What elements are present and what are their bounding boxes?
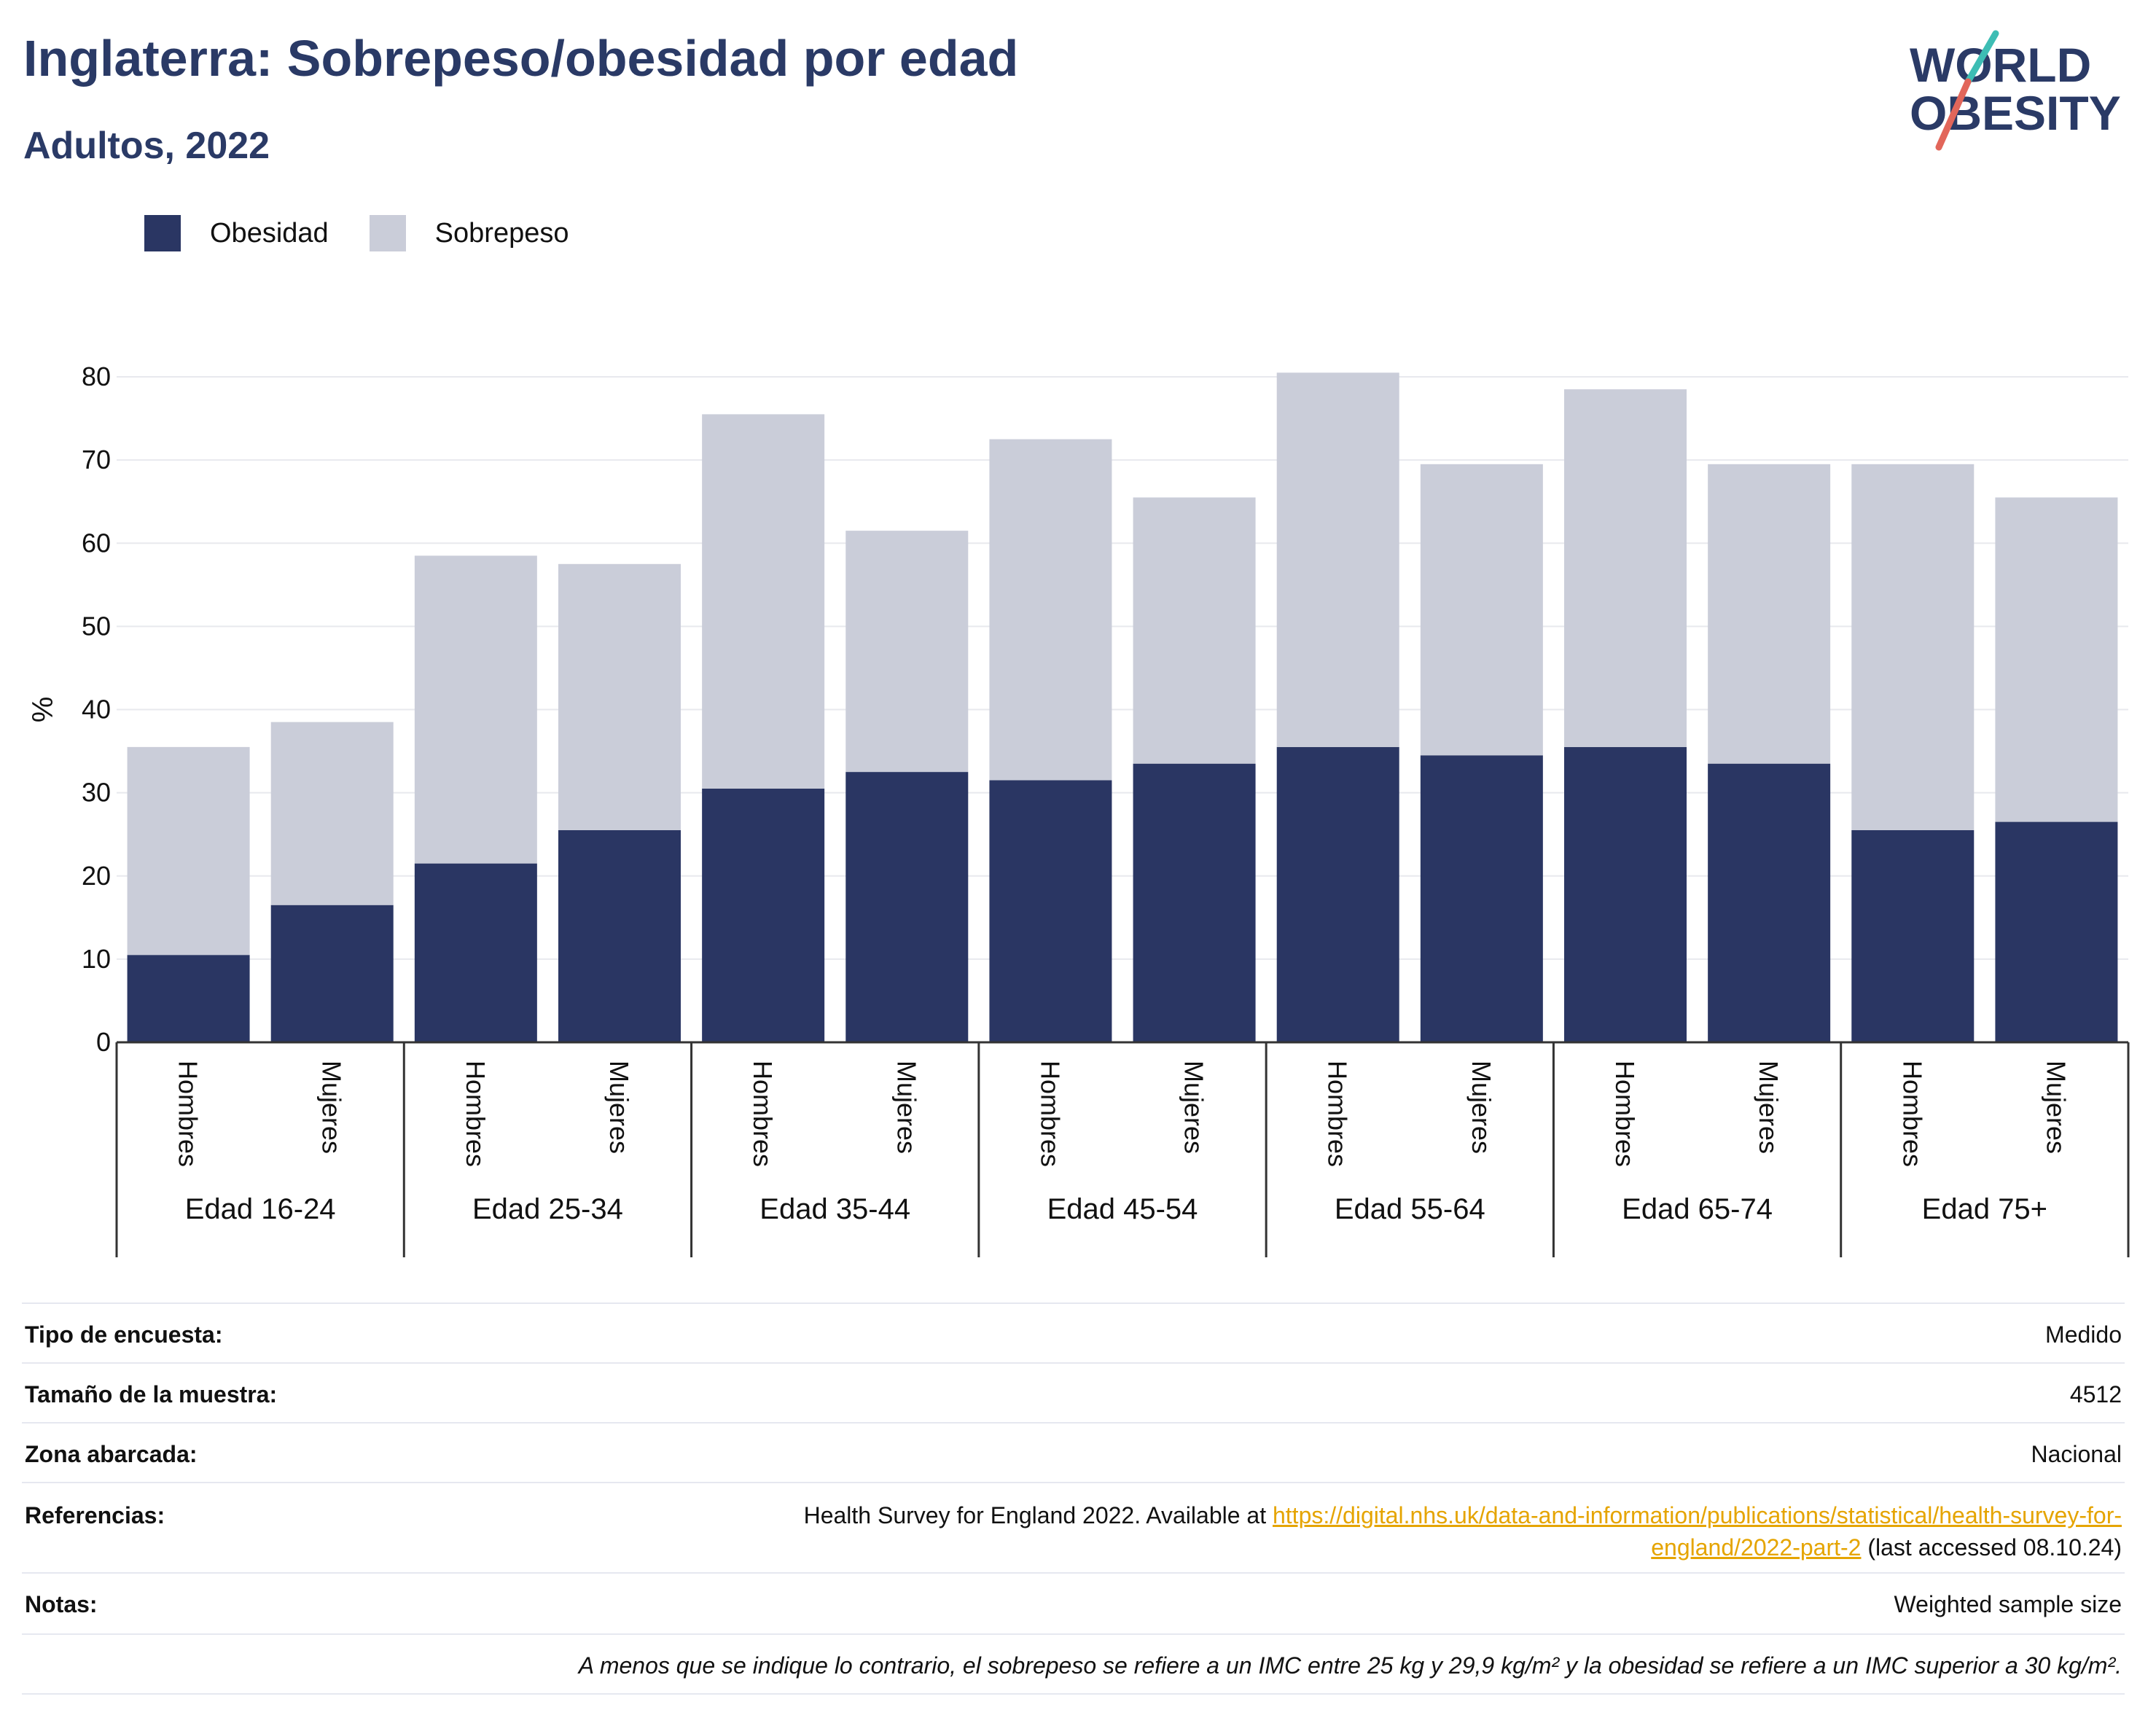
logo-slash-bottom <box>1935 78 1972 151</box>
bar-sobrepeso <box>558 563 681 830</box>
bar-obesidad <box>1276 746 1399 1042</box>
references-link-line1[interactable]: https://digital.nhs.uk/data-and-informat… <box>1272 1502 2122 1528</box>
x-category-label: Hombres <box>173 1061 203 1167</box>
x-category-label: Mujeres <box>1754 1061 1784 1154</box>
info-row-coverage: Zona abarcada: Nacional <box>22 1423 2125 1483</box>
bar-obesidad <box>845 772 969 1042</box>
x-category-label: Mujeres <box>1466 1061 1496 1154</box>
bar-obesidad <box>1851 829 1975 1042</box>
bar-sobrepeso <box>1133 497 1256 764</box>
bar-sobrepeso <box>270 722 394 905</box>
bar-sobrepeso <box>702 414 825 789</box>
y-tick-label: 20 <box>82 861 111 891</box>
references-label: Referencias: <box>25 1502 165 1528</box>
bar-obesidad <box>1708 763 1831 1042</box>
x-category-label: Mujeres <box>1179 1061 1209 1154</box>
x-group-label: Edad 75+ <box>1922 1193 2047 1225</box>
logo-line2: OBESITY <box>1910 86 2121 140</box>
bar-obesidad <box>270 905 394 1042</box>
legend-label-obesidad: Obesidad <box>210 217 329 249</box>
bar-sobrepeso <box>127 746 250 956</box>
bar-obesidad <box>558 829 681 1042</box>
notes-value: Weighted sample size <box>1894 1591 2122 1617</box>
y-tick-label: 30 <box>82 778 111 808</box>
legend-label-sobrepeso: Sobrepeso <box>434 217 569 249</box>
stacked-bar-chart: 0 10 20 30 40 50 60 70 80% Hombres Mujeres Hombres M… <box>27 362 2130 1257</box>
x-category-label: Hombres <box>1897 1061 1927 1167</box>
x-category-label: Hombres <box>1610 1061 1640 1167</box>
bar-sobrepeso <box>1564 389 1687 747</box>
page-title: Inglaterra: Sobrepeso/obesidad por edad <box>23 30 1019 87</box>
legend-swatch-sobrepeso <box>369 215 406 251</box>
info-row-notes: Notas: Weighted sample size <box>22 1574 2125 1635</box>
x-category-label: Mujeres <box>891 1061 921 1154</box>
page-subtitle: Adultos, 2022 <box>23 125 270 167</box>
y-tick-label: 80 <box>82 362 111 391</box>
notes-label: Notas: <box>25 1591 98 1617</box>
info-row-sample-size: Tamaño de la muestra: 4512 <box>22 1364 2125 1423</box>
legend-item-sobrepeso: Sobrepeso <box>369 215 569 251</box>
info-row-footnote: A menos que se indique lo contrario, el … <box>22 1635 2125 1695</box>
x-group-label: Edad 65-74 <box>1622 1193 1773 1225</box>
bar-obesidad <box>989 780 1112 1042</box>
bar-sobrepeso <box>1420 464 1543 756</box>
world-obesity-logo: WORLD OBESITY <box>1910 30 2121 151</box>
bar-sobrepeso <box>845 531 969 773</box>
references-link-line2[interactable]: england/2022-part-2 <box>1651 1534 1862 1561</box>
y-tick-label: 40 <box>82 695 111 725</box>
survey-type-label: Tipo de encuesta: <box>25 1321 223 1348</box>
legend-item-obesidad: Obesidad <box>144 215 329 251</box>
x-category-label: Hombres <box>1323 1061 1353 1167</box>
y-axis-label: % <box>27 697 59 723</box>
x-category-label: Hombres <box>1035 1061 1065 1167</box>
y-tick-label: 70 <box>82 445 111 474</box>
sample-size-label: Tamaño de la muestra: <box>25 1381 278 1407</box>
x-category-label: Mujeres <box>2041 1061 2071 1154</box>
bar-obesidad <box>414 863 537 1042</box>
survey-type-value: Medido <box>2045 1321 2122 1348</box>
bar-sobrepeso <box>1708 464 1831 764</box>
legend-swatch-obesidad <box>144 215 181 251</box>
chart-legend: Obesidad Sobrepeso <box>144 211 609 255</box>
logo-line1: WORLD <box>1910 38 2091 92</box>
references-text: Health Survey for England 2022. Availabl… <box>803 1502 1273 1528</box>
bar-obesidad <box>1564 746 1687 1042</box>
bar-sobrepeso <box>989 439 1112 781</box>
bar-sobrepeso <box>1276 372 1399 747</box>
bar-obesidad <box>1133 763 1256 1042</box>
y-tick-label: 60 <box>82 528 111 558</box>
bar-obesidad <box>702 788 825 1042</box>
x-group-label: Edad 25-34 <box>472 1193 623 1225</box>
footnote-text: A menos que se indique lo contrario, el … <box>578 1652 2122 1679</box>
bar-obesidad <box>1420 755 1543 1042</box>
references-value: Health Survey for England 2022. Availabl… <box>804 1499 2122 1563</box>
bar-sobrepeso <box>1851 464 1975 830</box>
x-category-label: Hombres <box>461 1061 491 1167</box>
bar-obesidad <box>127 955 250 1042</box>
y-tick-label: 10 <box>82 944 111 974</box>
references-accessed: (last accessed 08.10.24) <box>1861 1534 2122 1561</box>
info-row-survey-type: Tipo de encuesta: Medido <box>22 1304 2125 1364</box>
x-group-label: Edad 45-54 <box>1047 1193 1198 1225</box>
x-group-label: Edad 16-24 <box>185 1193 336 1225</box>
x-group-label: Edad 35-44 <box>759 1193 910 1225</box>
x-category-label: Mujeres <box>604 1061 634 1154</box>
bar-obesidad <box>1995 821 2118 1042</box>
x-category-label: Hombres <box>748 1061 778 1167</box>
y-tick-label: 0 <box>96 1027 111 1057</box>
coverage-value: Nacional <box>2031 1441 2122 1467</box>
x-category-label: Mujeres <box>317 1061 347 1154</box>
sample-size-value: 4512 <box>2069 1381 2122 1407</box>
x-group-label: Edad 55-64 <box>1335 1193 1485 1225</box>
bar-sobrepeso <box>1995 497 2118 822</box>
info-table: Tipo de encuesta: Medido Tamaño de la mu… <box>22 1303 2125 1695</box>
y-tick-label: 50 <box>82 611 111 641</box>
bar-sobrepeso <box>414 555 537 864</box>
coverage-label: Zona abarcada: <box>25 1441 198 1467</box>
info-row-references: Referencias: Health Survey for England 2… <box>22 1483 2125 1574</box>
logo-slash-top <box>1964 30 1999 85</box>
